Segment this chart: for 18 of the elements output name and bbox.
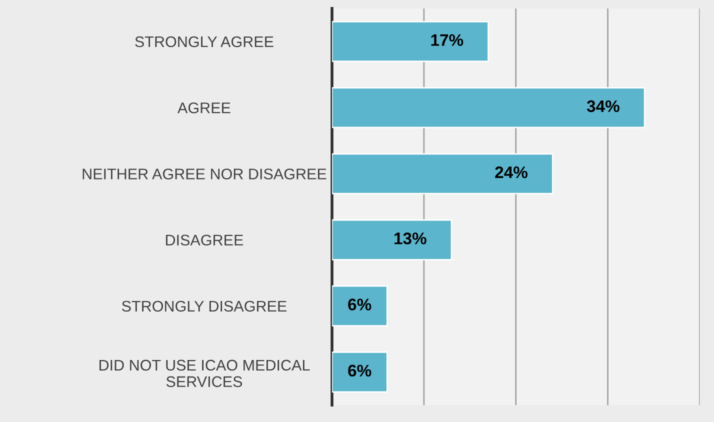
bar [332,20,489,62]
data-label: 17% [431,34,464,46]
bar [332,352,388,393]
bar [332,153,554,194]
data-label: 24% [495,166,528,178]
y-tick-label: DISAGREE [166,234,244,246]
y-tick-label: AGREE [178,102,230,114]
y-tick-label: STRONGLY AGREE [135,36,274,48]
data-label: 6% [348,364,372,377]
y-tick-label: DID NOT USE ICAO MEDICAL SERVICES [100,360,310,388]
data-label: 6% [348,298,372,310]
y-tick-label: STRONGLY DISAGREE [122,300,286,312]
bar [332,219,452,260]
bar [332,285,388,326]
data-label: 34% [586,100,620,112]
data-label: 13% [394,232,426,244]
y-tick-label: NEITHER AGREE NOR DISAGREE [82,168,326,180]
bar [332,87,646,128]
